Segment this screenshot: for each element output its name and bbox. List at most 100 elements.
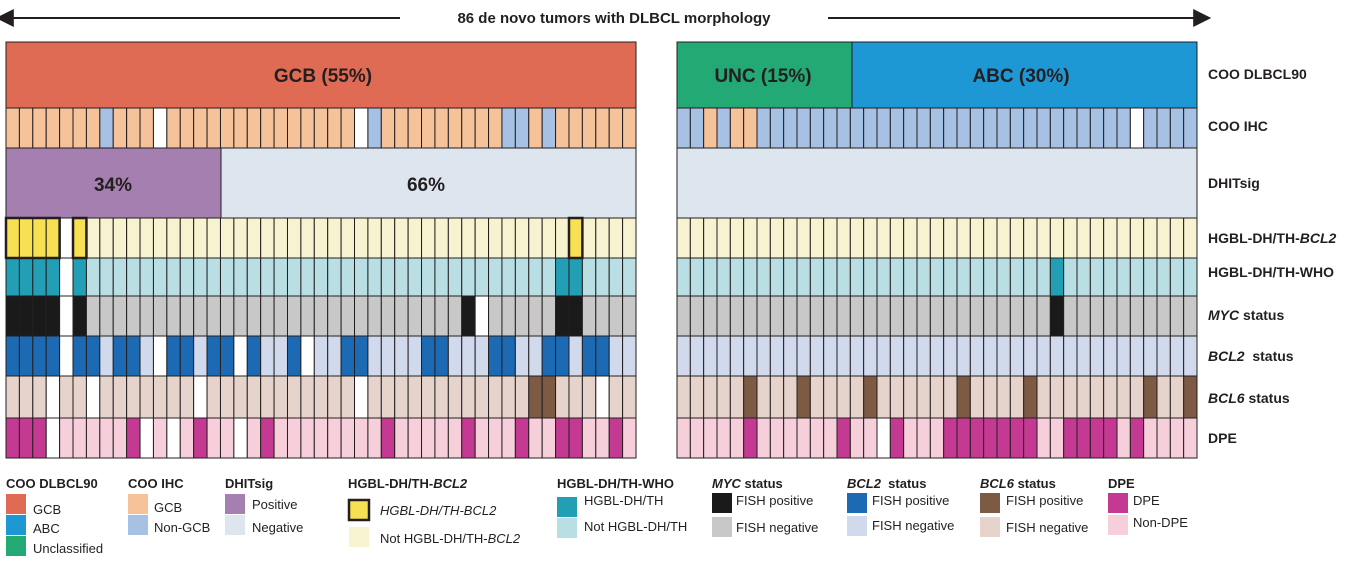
cell-bcl6-left-3 — [45, 375, 61, 419]
cell-hgbl_who-left-36 — [488, 257, 503, 297]
cell-hgbl_who-left-46 — [622, 257, 637, 297]
cell-hgbl_who-left-0 — [5, 257, 20, 297]
cell-hgbl_bcl2-left-0 — [5, 217, 20, 259]
cell-hgbl_bcl2-right-2 — [703, 217, 718, 259]
cell-hgbl_bcl2-right-34 — [1129, 217, 1145, 259]
cell-bcl6-left-2 — [32, 375, 47, 419]
cell-bcl2-right-24 — [996, 335, 1011, 377]
cell-myc-right-5 — [743, 295, 758, 337]
cell-coo_ihc-right-27 — [1036, 107, 1051, 149]
cell-bcl6-left-11 — [152, 375, 168, 419]
cell-hgbl_bcl2-right-25 — [1009, 217, 1025, 259]
cell-bcl6-left-34 — [461, 375, 476, 419]
cell-coo_ihc-left-19 — [260, 107, 275, 149]
legend: COO DLBCL90 GCB ABC Unclassified COO IHC… — [6, 476, 1188, 556]
cell-coo_ihc-right-23 — [983, 107, 998, 149]
cell-myc-right-14 — [863, 295, 878, 337]
cell-hgbl_who-right-38 — [1183, 257, 1198, 297]
cell-myc-right-20 — [943, 295, 958, 337]
legend-item-myc-pos: FISH positive — [736, 493, 813, 508]
cell-bcl6-right-31 — [1089, 375, 1105, 419]
cell-hgbl_who-left-2 — [32, 257, 47, 297]
legend-item-ihc-nongcb: Non-GCB — [154, 520, 210, 535]
legend-item-bcl2-neg: FISH negative — [872, 518, 954, 533]
row-label-coo-dlbcl90: COO DLBCL90 — [1208, 66, 1307, 82]
row-label-dhitsig: DHITsig — [1208, 175, 1260, 191]
cell-hgbl_who-left-20 — [273, 257, 288, 297]
cell-hgbl_who-right-9 — [796, 257, 811, 297]
cell-coo_ihc-left-37 — [501, 107, 516, 149]
cell-bcl2-left-5 — [72, 335, 87, 377]
cell-hgbl_bcl2-right-31 — [1089, 217, 1105, 259]
legend-swatch-bcl2-pos — [847, 493, 867, 513]
cell-myc-left-38 — [514, 295, 530, 337]
cell-bcl2-left-7 — [99, 335, 114, 377]
block-dhit-pos — [5, 147, 222, 219]
cell-bcl2-right-34 — [1129, 335, 1145, 377]
cell-bcl6-right-6 — [756, 375, 771, 419]
cell-bcl2-right-12 — [836, 335, 851, 377]
legend-title-dpe: DPE — [1108, 476, 1135, 491]
cell-myc-left-45 — [608, 295, 624, 337]
cell-hgbl_who-left-3 — [45, 257, 61, 297]
legend-swatch-ihc-gcb — [128, 494, 148, 514]
cell-hgbl_bcl2-right-12 — [836, 217, 851, 259]
row-label-bcl2: BCL2 status — [1208, 348, 1294, 364]
cell-dpe-left-39 — [528, 417, 543, 459]
cell-coo_ihc-left-14 — [193, 107, 208, 149]
cell-myc-right-21 — [956, 295, 971, 337]
cell-myc-left-25 — [340, 295, 356, 337]
cell-hgbl_bcl2-right-6 — [756, 217, 771, 259]
cell-hgbl_who-right-13 — [849, 257, 865, 297]
hgbl-bcl2-outline-3 — [567, 216, 584, 260]
cell-dpe-right-2 — [703, 417, 718, 459]
cell-dpe-right-12 — [836, 417, 851, 459]
cell-bcl6-right-16 — [889, 375, 905, 419]
cell-bcl2-right-13 — [849, 335, 865, 377]
cell-hgbl_bcl2-left-10 — [139, 217, 154, 259]
cell-coo_ihc-right-36 — [1156, 107, 1171, 149]
cell-hgbl_bcl2-left-42 — [568, 217, 583, 259]
cell-coo_ihc-right-8 — [783, 107, 798, 149]
cell-coo_ihc-right-29 — [1063, 107, 1078, 149]
legend-swatch-unc — [6, 536, 26, 556]
cell-dpe-left-38 — [514, 417, 530, 459]
cell-myc-right-31 — [1089, 295, 1105, 337]
cell-coo_ihc-left-5 — [72, 107, 87, 149]
cell-bcl2-left-40 — [541, 335, 557, 377]
cell-coo_ihc-left-7 — [99, 107, 114, 149]
cell-hgbl_bcl2-left-22 — [300, 217, 315, 259]
cell-coo_ihc-right-11 — [823, 107, 838, 149]
cell-bcl6-left-27 — [367, 375, 382, 419]
cell-bcl2-left-43 — [581, 335, 597, 377]
cell-bcl6-right-11 — [823, 375, 838, 419]
cell-bcl2-right-6 — [756, 335, 771, 377]
cell-dpe-right-27 — [1036, 417, 1051, 459]
hgbl-bcl2-outline-2 — [71, 216, 88, 260]
cell-hgbl_who-left-27 — [367, 257, 382, 297]
cell-bcl6-right-3 — [716, 375, 731, 419]
cell-myc-right-12 — [836, 295, 851, 337]
cell-myc-left-31 — [421, 295, 436, 337]
cell-hgbl_bcl2-left-24 — [327, 217, 342, 259]
cell-hgbl_who-right-26 — [1023, 257, 1038, 297]
cell-bcl6-right-1 — [689, 375, 705, 419]
cell-coo_ihc-right-20 — [943, 107, 958, 149]
cell-dpe-left-37 — [501, 417, 516, 459]
cell-bcl2-left-11 — [152, 335, 168, 377]
cell-hgbl_who-right-29 — [1063, 257, 1078, 297]
cell-myc-right-27 — [1036, 295, 1051, 337]
legend-swatch-dhit-neg — [225, 515, 245, 535]
cell-hgbl_who-right-30 — [1076, 257, 1091, 297]
cell-dpe-left-23 — [313, 417, 329, 459]
cell-coo_ihc-left-3 — [45, 107, 61, 149]
cell-dpe-right-30 — [1076, 417, 1091, 459]
cell-bcl2-left-38 — [514, 335, 530, 377]
cell-dpe-left-15 — [206, 417, 221, 459]
cell-dpe-left-13 — [179, 417, 195, 459]
cell-hgbl_who-right-6 — [756, 257, 771, 297]
cell-myc-right-9 — [796, 295, 811, 337]
cell-coo_ihc-right-28 — [1049, 107, 1065, 149]
cell-hgbl_bcl2-right-35 — [1143, 217, 1158, 259]
cell-bcl2-left-3 — [45, 335, 61, 377]
